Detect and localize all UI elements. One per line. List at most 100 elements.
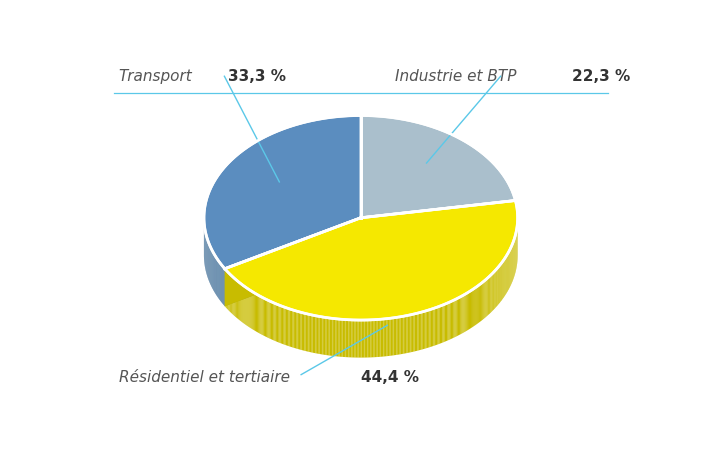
Polygon shape <box>299 312 301 350</box>
Polygon shape <box>294 310 295 348</box>
Polygon shape <box>446 303 447 341</box>
Polygon shape <box>366 320 367 358</box>
Polygon shape <box>373 319 375 357</box>
Polygon shape <box>259 296 260 334</box>
Polygon shape <box>356 320 357 358</box>
Polygon shape <box>277 304 278 342</box>
Polygon shape <box>490 275 491 313</box>
Polygon shape <box>477 286 478 324</box>
Polygon shape <box>238 281 239 319</box>
Polygon shape <box>255 293 256 332</box>
Polygon shape <box>422 312 423 350</box>
Text: Résidentiel et tertiaire: Résidentiel et tertiaire <box>119 370 294 385</box>
Polygon shape <box>461 296 463 334</box>
Polygon shape <box>249 289 250 327</box>
Polygon shape <box>338 319 340 357</box>
Polygon shape <box>478 285 479 323</box>
Polygon shape <box>236 280 237 318</box>
Polygon shape <box>244 286 246 325</box>
Polygon shape <box>226 270 227 309</box>
Polygon shape <box>311 315 313 352</box>
Polygon shape <box>367 320 369 358</box>
Polygon shape <box>348 320 350 357</box>
Polygon shape <box>365 320 366 358</box>
Polygon shape <box>272 302 273 340</box>
Polygon shape <box>372 320 373 357</box>
Polygon shape <box>424 311 425 349</box>
Text: 44,4 %: 44,4 % <box>360 370 419 385</box>
Polygon shape <box>382 319 384 357</box>
Polygon shape <box>465 294 466 332</box>
Polygon shape <box>286 308 287 345</box>
Polygon shape <box>497 268 498 306</box>
Polygon shape <box>486 278 487 317</box>
Polygon shape <box>317 316 318 354</box>
Polygon shape <box>228 272 229 310</box>
Polygon shape <box>401 317 402 354</box>
Polygon shape <box>287 308 289 346</box>
Polygon shape <box>445 304 446 342</box>
Polygon shape <box>266 299 268 338</box>
Polygon shape <box>353 320 354 358</box>
Polygon shape <box>235 279 236 318</box>
Polygon shape <box>304 313 306 351</box>
Polygon shape <box>278 305 279 343</box>
Polygon shape <box>239 282 240 320</box>
Polygon shape <box>334 319 335 356</box>
Polygon shape <box>491 273 492 312</box>
Polygon shape <box>251 291 253 329</box>
Text: 33,3 %: 33,3 % <box>228 69 286 85</box>
Polygon shape <box>402 316 403 354</box>
Polygon shape <box>437 306 439 345</box>
Polygon shape <box>420 312 422 350</box>
Polygon shape <box>289 309 291 347</box>
Polygon shape <box>332 319 334 356</box>
Polygon shape <box>483 281 484 319</box>
Polygon shape <box>379 319 381 357</box>
Text: 22,3 %: 22,3 % <box>572 69 631 85</box>
Polygon shape <box>295 311 296 349</box>
Polygon shape <box>410 314 412 352</box>
Polygon shape <box>360 320 362 358</box>
Polygon shape <box>434 307 436 345</box>
Polygon shape <box>253 292 254 330</box>
Polygon shape <box>265 299 266 337</box>
Polygon shape <box>306 313 307 352</box>
Polygon shape <box>386 319 388 356</box>
Polygon shape <box>360 115 515 218</box>
Polygon shape <box>260 296 261 334</box>
Polygon shape <box>492 273 493 311</box>
Polygon shape <box>344 319 346 357</box>
Polygon shape <box>343 319 344 357</box>
Polygon shape <box>322 317 324 355</box>
Polygon shape <box>264 298 265 336</box>
Polygon shape <box>375 319 376 357</box>
Polygon shape <box>488 277 489 315</box>
Polygon shape <box>403 316 405 354</box>
Polygon shape <box>231 275 232 313</box>
Polygon shape <box>439 306 440 344</box>
Polygon shape <box>284 307 286 345</box>
Polygon shape <box>227 271 228 310</box>
Polygon shape <box>395 318 396 355</box>
Polygon shape <box>296 311 298 349</box>
Polygon shape <box>307 314 308 352</box>
Polygon shape <box>455 299 457 337</box>
Polygon shape <box>409 315 410 352</box>
Polygon shape <box>457 298 458 336</box>
Polygon shape <box>475 287 476 325</box>
Polygon shape <box>396 317 398 355</box>
Polygon shape <box>463 294 465 332</box>
Polygon shape <box>325 318 327 355</box>
Polygon shape <box>230 274 231 313</box>
Polygon shape <box>318 316 320 354</box>
Polygon shape <box>419 312 420 350</box>
Polygon shape <box>493 272 494 310</box>
Polygon shape <box>351 320 353 358</box>
Polygon shape <box>453 300 454 338</box>
Polygon shape <box>468 292 469 330</box>
Polygon shape <box>444 304 445 342</box>
Polygon shape <box>381 319 382 357</box>
Polygon shape <box>327 318 328 355</box>
Polygon shape <box>337 319 338 357</box>
